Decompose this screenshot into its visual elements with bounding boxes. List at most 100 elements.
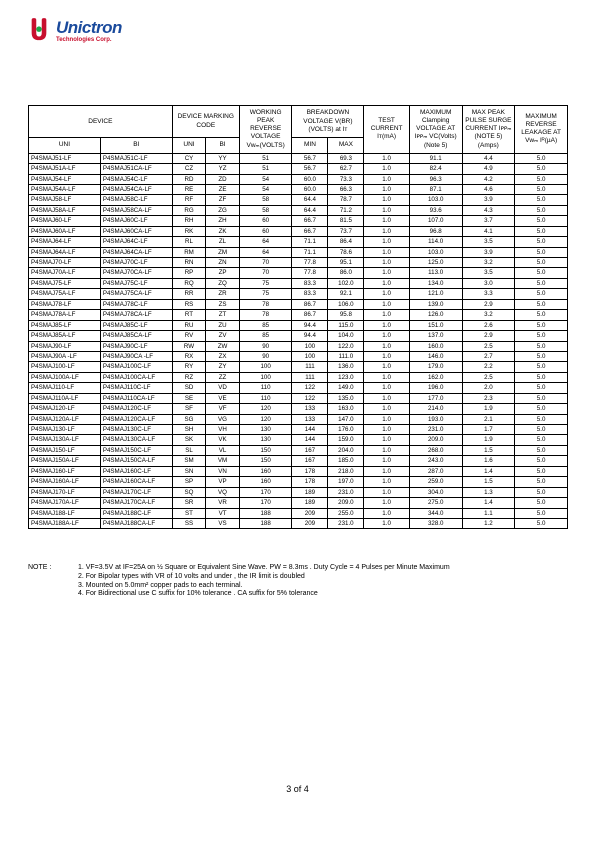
cell: 5.0 <box>515 237 568 247</box>
notes-label: NOTE : <box>28 564 76 573</box>
cell: 1.0 <box>364 216 410 226</box>
cell: 136.0 <box>328 362 364 372</box>
cell: P4SMAJ110CA-LF <box>100 393 172 403</box>
cell: 120 <box>239 404 292 414</box>
note-line: 4. For Bidirectional use C suffix for 10… <box>78 590 558 599</box>
cell: 51 <box>239 153 292 163</box>
cell: 188 <box>239 518 292 528</box>
cell: VQ <box>206 487 240 497</box>
cell: 1.0 <box>364 226 410 236</box>
cell: 1.9 <box>462 404 515 414</box>
cell: P4SMAJ170CA-LF <box>100 498 172 508</box>
cell: 1.0 <box>364 310 410 320</box>
cell: 1.0 <box>364 508 410 518</box>
cell: VP <box>206 477 240 487</box>
cell: 71.1 <box>292 247 328 257</box>
cell: 86.7 <box>292 299 328 309</box>
cell: SD <box>172 383 206 393</box>
cell: 85 <box>239 331 292 341</box>
cell: VL <box>206 445 240 455</box>
cell: SN <box>172 466 206 476</box>
cell: 130 <box>239 435 292 445</box>
cell: 5.0 <box>515 466 568 476</box>
cell: ZN <box>206 258 240 268</box>
cell: P4SMAJ85-LF <box>29 320 101 330</box>
cell: 2.0 <box>462 383 515 393</box>
cell: 189 <box>292 498 328 508</box>
cell: 1.0 <box>364 445 410 455</box>
cell: 133 <box>292 404 328 414</box>
cell: ZT <box>206 310 240 320</box>
cell: RE <box>172 184 206 194</box>
cell: 58 <box>239 195 292 205</box>
cell: 218.0 <box>328 466 364 476</box>
cell: 111 <box>292 372 328 382</box>
cell: P4SMAJ90-LF <box>29 341 101 351</box>
cell: P4SMAJ85A-LF <box>29 331 101 341</box>
cell: P4SMAJ85CA-LF <box>100 331 172 341</box>
hdr-bi2: BI <box>206 138 240 154</box>
table-row: P4SMAJ58A-LFP4SMAJ58CA-LFRGZG5864.471.21… <box>29 205 568 215</box>
cell: 139.0 <box>409 299 462 309</box>
cell: SF <box>172 404 206 414</box>
cell: 102.0 <box>328 278 364 288</box>
cell: P4SMAJ160A-LF <box>29 477 101 487</box>
cell: YZ <box>206 164 240 174</box>
cell: 5.0 <box>515 425 568 435</box>
cell: 1.0 <box>364 456 410 466</box>
cell: 121.0 <box>409 289 462 299</box>
note-line: 2. For Bipolar types with VR of 10 volts… <box>78 573 558 582</box>
cell: 87.1 <box>409 184 462 194</box>
cell: 1.3 <box>462 487 515 497</box>
cell: 268.0 <box>409 445 462 455</box>
cell: 2.3 <box>462 393 515 403</box>
cell: 1.0 <box>364 404 410 414</box>
table-row: P4SMAJ170-LFP4SMAJ170C-LFSQVQ170189231.0… <box>29 487 568 497</box>
table-row: P4SMAJ110-LFP4SMAJ110C-LFSDVD110122149.0… <box>29 383 568 393</box>
cell: P4SMAJ110C-LF <box>100 383 172 393</box>
cell: 1.4 <box>462 498 515 508</box>
cell: VM <box>206 456 240 466</box>
cell: 1.0 <box>364 320 410 330</box>
cell: 4.1 <box>462 226 515 236</box>
cell: P4SMAJ160-LF <box>29 466 101 476</box>
cell: 5.0 <box>515 518 568 528</box>
cell: 111 <box>292 362 328 372</box>
cell: 178 <box>292 466 328 476</box>
table-row: P4SMAJ54A-LFP4SMAJ54CA-LFREZE5460.066.31… <box>29 184 568 194</box>
cell: 255.0 <box>328 508 364 518</box>
cell: 95.1 <box>328 258 364 268</box>
cell: P4SMAJ51-LF <box>29 153 101 163</box>
cell: 5.0 <box>515 195 568 205</box>
cell: VN <box>206 466 240 476</box>
cell: P4SMAJ58C-LF <box>100 195 172 205</box>
cell: 275.0 <box>409 498 462 508</box>
cell: 344.0 <box>409 508 462 518</box>
cell: 163.0 <box>328 404 364 414</box>
cell: 54 <box>239 184 292 194</box>
cell: 144 <box>292 425 328 435</box>
cell: 1.2 <box>462 518 515 528</box>
cell: P4SMAJ64C-LF <box>100 237 172 247</box>
cell: P4SMAJ78CA-LF <box>100 310 172 320</box>
cell: P4SMAJ60C-LF <box>100 216 172 226</box>
cell: P4SMAJ51A-LF <box>29 164 101 174</box>
cell: 5.0 <box>515 383 568 393</box>
cell: RQ <box>172 278 206 288</box>
cell: P4SMAJ58-LF <box>29 195 101 205</box>
cell: 231.0 <box>328 487 364 497</box>
cell: 3.0 <box>462 278 515 288</box>
cell: 185.0 <box>328 456 364 466</box>
cell: 3.7 <box>462 216 515 226</box>
cell: 56.7 <box>292 153 328 163</box>
table-row: P4SMAJ58-LFP4SMAJ58C-LFRFZF5864.478.71.0… <box>29 195 568 205</box>
cell: 73.7 <box>328 226 364 236</box>
cell: 4.4 <box>462 153 515 163</box>
hdr-marking: DEVICE MARKING CODE <box>172 106 239 138</box>
cell: 304.0 <box>409 487 462 497</box>
cell: 64.4 <box>292 195 328 205</box>
cell: 1.7 <box>462 425 515 435</box>
cell: 90 <box>239 341 292 351</box>
cell: 167 <box>292 445 328 455</box>
table-row: P4SMAJ120A-LFP4SMAJ120CA-LFSGVG120133147… <box>29 414 568 424</box>
